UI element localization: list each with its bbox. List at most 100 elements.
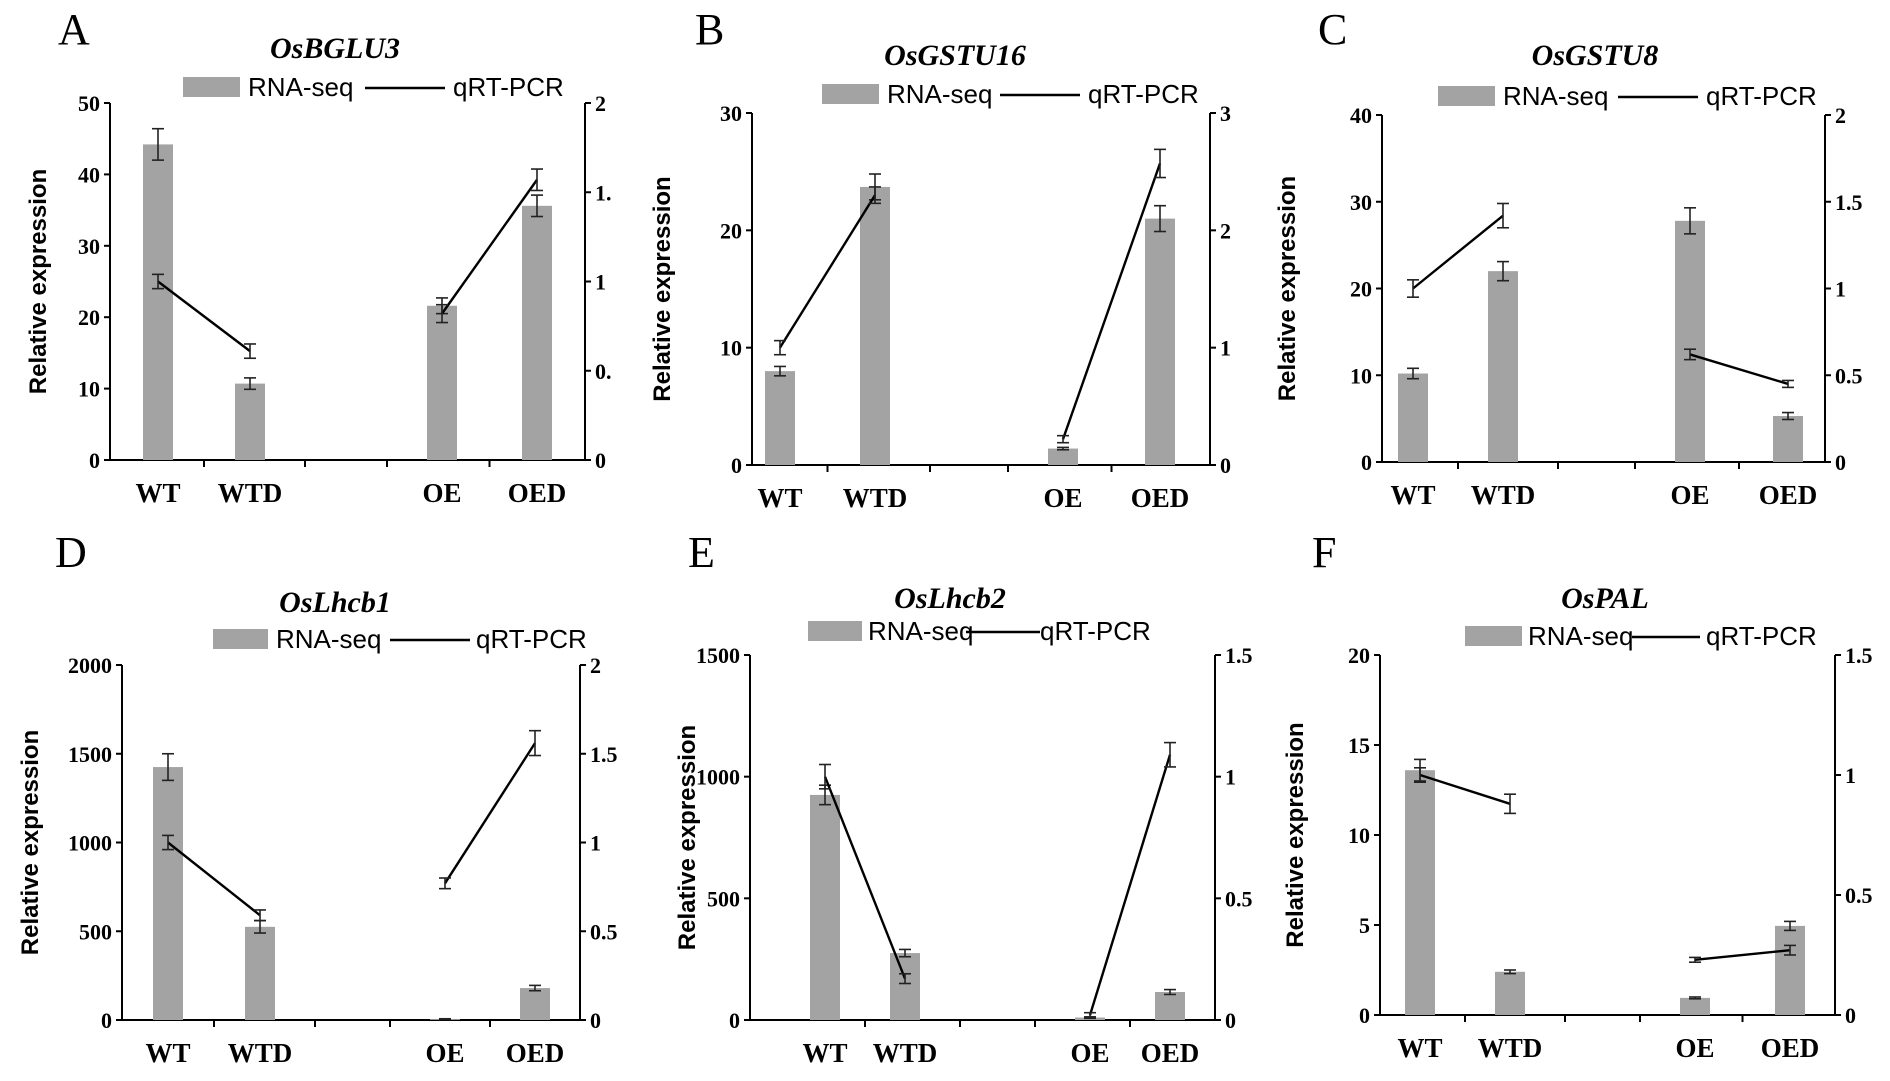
bar [1048,448,1078,465]
panel-d: D OsLhcb1 RNA-seq qRT-PCR 0 500 1000 1500 2000 0 0… [17,528,618,1068]
y-tick-label-left: 10 [720,336,742,361]
legend: RNA-seq qRT-PCR [822,79,1199,109]
x-tick-label: WTD [843,483,908,513]
qrt-pcr-line-segment [167,841,261,917]
legend-label-rna-seq: RNA-seq [276,624,381,654]
x-tick-label: WT [1390,480,1435,510]
legend-swatch-rna-seq [808,621,862,641]
y-axis-title: Relative expression [25,169,52,394]
x-tick-label: WTD [228,1038,293,1068]
y-tick-label-right: 0 [1220,453,1231,478]
y-tick-label-left: 20 [1350,277,1372,302]
legend-label-qrt-pcr: qRT-PCR [1706,81,1817,111]
panel-letter: E [688,528,715,577]
y-tick-label-left: 500 [79,919,112,944]
qrt-pcr-line-segment [443,742,537,884]
x-tick-label: WTD [1478,1033,1543,1063]
legend: RNA-seq qRT-PCR [1438,81,1817,111]
y-tick-label-left: 40 [1350,103,1372,128]
qrt-pcr-line-segment [441,179,538,315]
y-tick-label-left: 30 [720,101,742,126]
bar [235,383,265,460]
chart-title: OsBGLU3 [270,32,400,65]
x-tick-label: OE [425,1038,464,1068]
legend: RNA-seq qRT-PCR [213,624,587,654]
y-tick-label-left: 0 [1361,450,1372,475]
y-tick-label-left: 20 [720,218,742,243]
panel-letter: A [58,5,90,54]
y-axis-title: Relative expression [17,730,44,955]
chart-title: OsGSTU8 [1532,39,1659,72]
y-tick-label-right: 1.5 [1845,643,1873,668]
panel-letter: F [1312,528,1336,577]
y-tick-label-right: 0 [1835,450,1846,475]
bar [245,926,275,1020]
y-tick-label-left: 1000 [68,831,112,856]
y-tick-label-right: 0.5 [1225,886,1253,911]
legend-swatch-rna-seq [1465,626,1522,646]
bar [1398,373,1428,462]
y-tick-label-left: 50 [78,91,100,116]
legend-label-qrt-pcr: qRT-PCR [1706,621,1817,651]
legend-label-rna-seq: RNA-seq [1503,81,1608,111]
legend: RNA-seq qRT-PCR [183,72,564,102]
x-tick-label: WT [135,478,180,508]
x-tick-label: WT [802,1038,847,1068]
qrt-pcr-line-segment [157,280,251,353]
panel-c: C OsGSTU8 RNA-seq qRT-PCR 0 10 20 30 40 0 0.5 1 1.5 2… [1274,5,1863,510]
y-tick-label-left: 1500 [696,643,740,668]
y-tick-label-left: 10 [78,377,100,402]
y-tick-label-right: 0.5 [1835,363,1863,388]
legend-swatch-rna-seq [213,629,268,649]
legend-label-rna-seq: RNA-seq [1528,621,1633,651]
y-tick-label-right: 0 [1225,1008,1236,1033]
y-tick-label-right: 1 [1220,336,1231,361]
bar [860,186,890,466]
y-tick-label-left: 1500 [68,742,112,767]
y-tick-label-left: 0 [731,453,742,478]
x-tick-label: WTD [873,1038,938,1068]
legend-swatch-rna-seq [1438,86,1495,106]
y-tick-label-left: 0 [729,1008,740,1033]
y-tick-label-right: 2 [590,653,601,678]
panel-f: F OsPAL RNA-seq qRT-PCR 0 5 10 15 20 0 0.5 1 1.5 Rela… [1282,528,1873,1063]
qrt-pcr-line-segment [1061,163,1162,440]
panel-letter: B [695,5,724,54]
bar [153,767,183,1020]
panel-letter: D [55,528,87,577]
chart-title: OsLhcb1 [279,586,391,619]
bar [1405,770,1435,1015]
y-tick-label-left: 5 [1359,913,1370,938]
bar [1680,997,1710,1015]
x-tick-label: OED [508,478,567,508]
y-tick-label-left: 15 [1348,733,1370,758]
y-tick-label-right: 1 [1225,765,1236,790]
x-tick-label: WT [757,483,802,513]
y-axis-title: Relative expression [649,176,676,401]
x-tick-label: OED [1761,1033,1820,1063]
y-tick-label-left: 0 [101,1008,112,1033]
y-tick-label-right: 0 [595,448,606,473]
x-tick-label: WT [145,1038,190,1068]
y-tick-label-left: 10 [1350,363,1372,388]
x-tick-label: OE [1070,1038,1109,1068]
y-tick-label-right: 0 [1845,1003,1856,1028]
x-tick-label: OE [1043,483,1082,513]
y-tick-label-right: 1.5 [1225,643,1253,668]
x-tick-label: OE [1675,1033,1714,1063]
y-tick-label-right: 1. [595,180,612,205]
qrt-pcr-line-segment [778,194,877,349]
y-tick-label-right: 1 [590,831,601,856]
x-tick-label: OE [422,478,461,508]
y-tick-label-left: 30 [1350,190,1372,215]
qrt-pcr-line-segment [1689,353,1789,386]
bar [1488,271,1518,462]
y-tick-label-right: 0.5 [1845,883,1873,908]
legend-label-rna-seq: RNA-seq [887,79,992,109]
chart-title: OsPAL [1561,582,1649,615]
y-tick-label-right: 1 [1845,763,1856,788]
qrt-pcr-line-segment [1088,754,1172,1016]
bar [143,144,173,461]
